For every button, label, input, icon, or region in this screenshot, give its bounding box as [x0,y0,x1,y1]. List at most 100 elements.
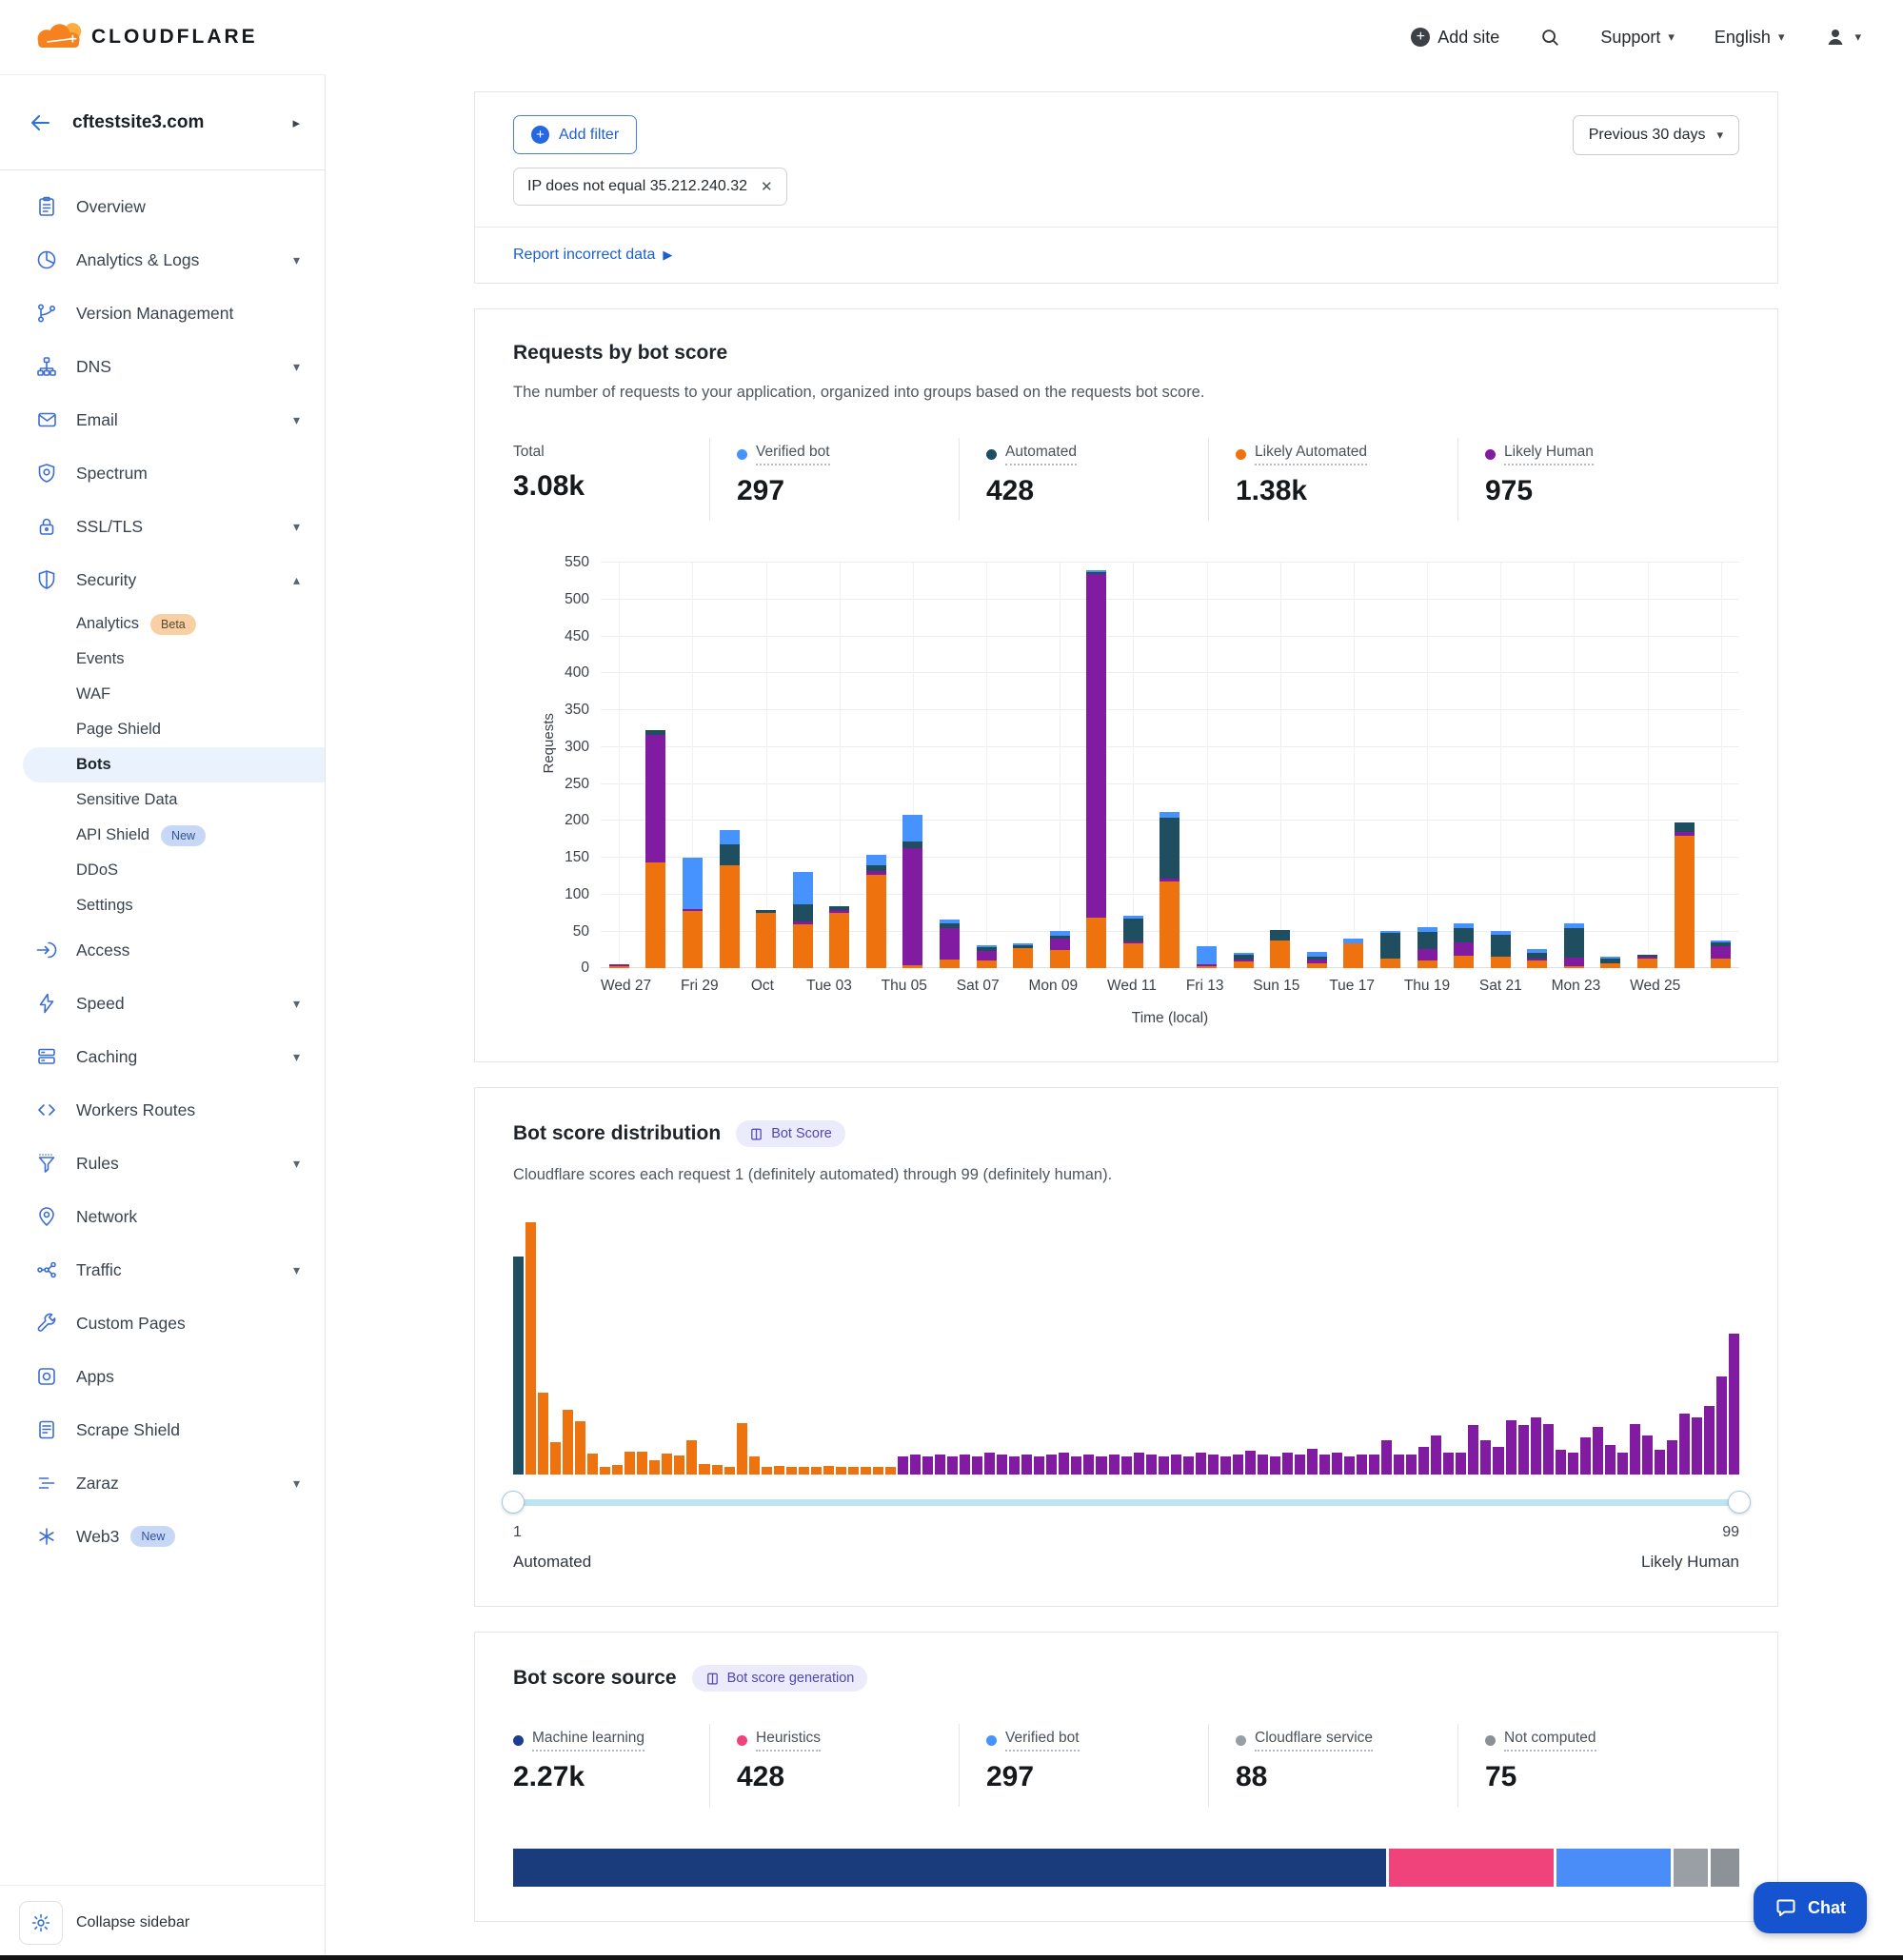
score-bar-74 [1418,1447,1430,1475]
legend-dot-icon [1236,1735,1246,1747]
sidebar-subitem-label: Settings [76,897,133,914]
add-site-button[interactable]: + Add site [1411,28,1499,48]
bar-segment-likely-human [1197,964,1218,967]
account-menu[interactable]: ▾ [1824,26,1861,49]
x-tick-label [1000,978,1029,995]
slider-handle-max[interactable] [1728,1491,1751,1515]
bar-segment-likely-automated [1490,957,1511,969]
new-badge: New [130,1526,176,1547]
score-bar-72 [1394,1455,1405,1475]
search-button[interactable] [1539,27,1560,48]
sidebar-item-security[interactable]: Security ▴ [0,553,325,606]
stat-label[interactable]: Likely Human [1504,444,1594,466]
doc-badge-icon [706,1673,718,1685]
bar-segment-likely-human [1233,960,1254,962]
stat-label[interactable]: Likely Automated [1255,444,1368,466]
stat-label[interactable]: Cloudflare service [1255,1730,1374,1752]
stat-label[interactable]: Verified bot [1005,1730,1080,1752]
sidebar-subitem-ddos[interactable]: DDoS [0,853,325,888]
sidebar-item-email[interactable]: Email ▾ [0,393,325,446]
sidebar-item-ssl-tls[interactable]: SSL/TLS ▾ [0,500,325,553]
sidebar-subitem-sensitive-data[interactable]: Sensitive Data [0,782,325,818]
sidebar-subitem-waf[interactable]: WAF [0,677,325,712]
score-bar-94 [1666,1440,1677,1475]
bar-day-22 [1372,563,1409,969]
stat-label[interactable]: Machine learning [532,1730,645,1752]
requests-by-bot-score-card: Requests by bot score The number of requ… [474,308,1778,1063]
stat-label[interactable]: Verified bot [756,444,830,466]
sidebar-item-label: Traffic [76,1259,122,1279]
sidebar-subitem-events[interactable]: Events [0,642,325,677]
sidebar-item-traffic[interactable]: Traffic ▾ [0,1243,325,1297]
slider-track[interactable] [513,1499,1739,1507]
sidebar-subitem-analytics[interactable]: Analytics Beta [0,606,325,642]
bot-score-badge[interactable]: Bot Score [736,1120,845,1148]
x-tick-label: Thu 05 [881,978,927,995]
gridline [692,563,694,969]
report-incorrect-data-link[interactable]: Report incorrect data ▶ [513,247,673,263]
bar-segment-verified-bot [1233,953,1254,956]
back-arrow-icon[interactable] [29,111,51,134]
stat-value: 975 [1485,475,1534,507]
add-filter-button[interactable]: + Add filter [513,115,638,154]
x-axis-title: Time (local) [1131,1010,1209,1027]
sidebar-item-analytics-logs[interactable]: Analytics & Logs ▾ [0,233,325,287]
settings-gear-button[interactable] [19,1901,63,1946]
stat-label[interactable]: Heuristics [756,1730,822,1752]
sidebar-item-apps[interactable]: Apps [0,1350,325,1403]
caret-right-icon[interactable]: ▸ [292,114,300,131]
remove-filter-icon[interactable]: ✕ [761,179,773,195]
sidebar-item-spectrum[interactable]: Spectrum [0,446,325,500]
score-bar-3 [538,1393,549,1475]
bar-segment-likely-automated [1454,956,1475,969]
x-tick-label [1522,978,1552,995]
bars-row [601,563,1739,969]
stat-label[interactable]: Not computed [1504,1730,1596,1752]
bar-segment-verified-bot [1013,943,1034,946]
sidebar-item-dns[interactable]: DNS ▾ [0,340,325,393]
sidebar-item-web3[interactable]: Web3 New [0,1510,325,1563]
sidebar-subitem-api-shield[interactable]: API Shield New [0,818,325,853]
zaraz-lines-icon [34,1472,59,1495]
sidebar-item-speed[interactable]: Speed ▾ [0,977,325,1030]
sidebar-item-rules[interactable]: Rules ▾ [0,1137,325,1190]
active-filter-pill[interactable]: IP does not equal 35.212.240.32 ✕ [513,168,787,206]
sidebar-subitem-label: WAF [76,685,111,703]
card-title: Bot score distribution [513,1122,722,1145]
collapse-sidebar-button[interactable]: Collapse sidebar [76,1914,190,1931]
sidebar-subitem-bots[interactable]: Bots [23,747,325,782]
chat-button[interactable]: Chat [1754,1882,1867,1934]
sidebar-item-network[interactable]: Network [0,1190,325,1243]
sidebar-item-overview[interactable]: Overview [0,180,325,233]
slider-min-value: 1 [513,1524,522,1541]
chevron-down-icon: ▾ [292,1475,300,1491]
bar-segment-automated [756,910,777,914]
sidebar-item-zaraz[interactable]: Zaraz ▾ [0,1456,325,1510]
y-tick-label: 500 [565,590,589,607]
sidebar-item-scrape-shield[interactable]: Scrape Shield [0,1403,325,1456]
pie-chart-icon [34,248,59,271]
sidebar-item-workers-routes[interactable]: Workers Routes [0,1083,325,1137]
score-bar-91 [1629,1424,1640,1475]
sidebar-item-custom-pages[interactable]: Custom Pages [0,1297,325,1350]
language-menu[interactable]: English ▾ [1714,27,1785,47]
score-bar-23 [785,1467,797,1475]
sidebar-item-access[interactable]: Access [0,923,325,977]
sidebar-subitem-page-shield[interactable]: Page Shield [0,712,325,747]
bar-day-5 [747,563,784,969]
slider-handle-min[interactable] [502,1491,525,1515]
date-range-select[interactable]: Previous 30 days ▾ [1572,115,1739,155]
score-bar-39 [984,1453,996,1475]
requests-chart: Requests 0 50 100 150 200 250 300 350 400 450 500 5… [513,554,1739,1027]
sidebar-item-version-management[interactable]: Version Management [0,287,325,340]
sidebar-subitem-settings[interactable]: Settings [0,888,325,923]
bot-score-generation-badge[interactable]: Bot score generation [691,1665,868,1693]
stat-label[interactable]: Automated [1005,444,1077,466]
sidebar-item-caching[interactable]: Caching ▾ [0,1030,325,1083]
x-tick-label [1600,978,1630,995]
support-menu[interactable]: Support ▾ [1600,27,1675,47]
bar-day-10 [931,563,968,969]
score-bar-58 [1219,1456,1231,1475]
site-switcher[interactable]: cftestsite3.com ▸ [0,75,325,170]
score-bar-30 [872,1467,883,1475]
